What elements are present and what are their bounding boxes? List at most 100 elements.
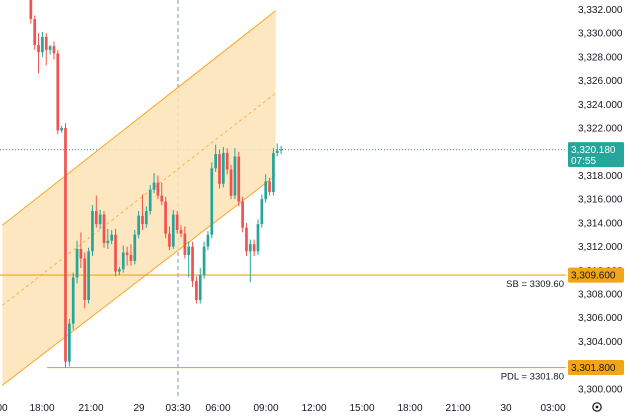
price-tick-label: 3,314.000 [578,218,623,229]
candle-body [94,211,98,225]
price-axis[interactable]: 3,300.0003,302.0003,304.0003,306.0003,30… [566,0,625,419]
time-tick-label: 21:00 [445,403,470,414]
candle-body [114,234,117,272]
price-tick-label: 3,306.000 [578,313,623,324]
candle-body [87,251,90,300]
candle-body [183,233,187,255]
parallel-channel[interactable] [2,10,277,386]
current-price-value: 3,320.180 [571,145,616,156]
settings-control[interactable] [592,402,602,412]
candle [79,232,83,268]
candle [118,266,121,276]
candle [218,149,221,189]
candle-body [241,201,244,228]
candle-body [106,240,110,244]
bar-countdown: 07:55 [571,156,596,167]
price-tick-label: 3,328.000 [578,52,623,63]
candle-body [272,152,275,193]
candle [164,196,167,239]
candle-body [133,234,137,261]
channel-lower-line[interactable] [2,175,277,386]
candle [148,184,152,215]
candle [52,41,56,60]
candle-body [141,215,144,225]
candle-body [56,53,60,131]
price-axis-bg [566,0,625,419]
candle-body [171,214,175,247]
candle-body [44,36,48,50]
price-tick-label: 3,326.000 [578,76,623,87]
time-tick-label: 18:00 [397,403,422,414]
candle-body [137,215,140,235]
candle-body [75,248,79,278]
gear-icon[interactable] [592,402,602,412]
candle [133,230,137,265]
candle [48,45,52,55]
candle-body [191,246,194,281]
candle-body [52,46,56,54]
candle-body [214,154,217,169]
candle [152,173,156,194]
candle [279,145,283,155]
candle [179,225,183,238]
candle-body [279,149,283,151]
candle-body [148,189,152,212]
candle-body [102,214,106,244]
candle [229,164,233,200]
candle-body [79,248,83,259]
candle [275,143,279,157]
candle-body [129,254,133,261]
candle-body [168,233,171,247]
time-tick-label: 03:30 [165,403,190,414]
candle-body [33,18,37,46]
level-price-tag [568,267,624,283]
candle-body [210,168,214,235]
candle-body [60,128,63,131]
candle-body [164,201,167,234]
time-axis-bg [0,396,566,419]
time-tick-label: 03:00 [540,403,565,414]
candle [206,231,210,251]
time-axis[interactable]: 00 18:00 21:00 29 03:30 06:00 09:00 12:00 15:00 1… [0,396,566,419]
candle-body [41,36,44,53]
candle [237,151,241,207]
candle [129,244,133,266]
price-tick-label: 3,304.000 [578,337,623,348]
candle [64,123,67,368]
candle [245,222,248,257]
current-price-tag [568,142,624,168]
horizontal-levels[interactable]: SB = 3309.60 PDL = 3301.80 [0,274,566,383]
candle [168,226,171,251]
candle [83,252,87,309]
candle [137,211,140,239]
candle [202,241,206,279]
candle-body [118,269,121,272]
candle [114,228,117,277]
time-tick-label: 12:00 [301,403,326,414]
candle-body [222,152,225,184]
candle [241,196,244,233]
channel-upper-line[interactable] [2,10,277,226]
candle-body [195,280,198,300]
candle [191,241,194,287]
candle-body [145,211,148,225]
candle-body [229,169,233,196]
candle-body [252,244,256,252]
candle-body [179,230,183,234]
candle [264,174,268,203]
channel-fill [2,10,276,386]
candle [41,32,44,57]
candle-body [202,246,206,276]
candle [94,195,98,228]
time-tick-label: 15:00 [349,403,374,414]
candlestick-series [29,0,283,368]
price-tick-label: 3,332.000 [578,5,623,16]
candle-body [160,195,164,202]
candle [175,211,179,234]
time-tick-label: 30 [500,403,512,414]
candle [187,241,191,278]
candle-body [152,182,156,190]
level-price-tag [568,360,624,376]
